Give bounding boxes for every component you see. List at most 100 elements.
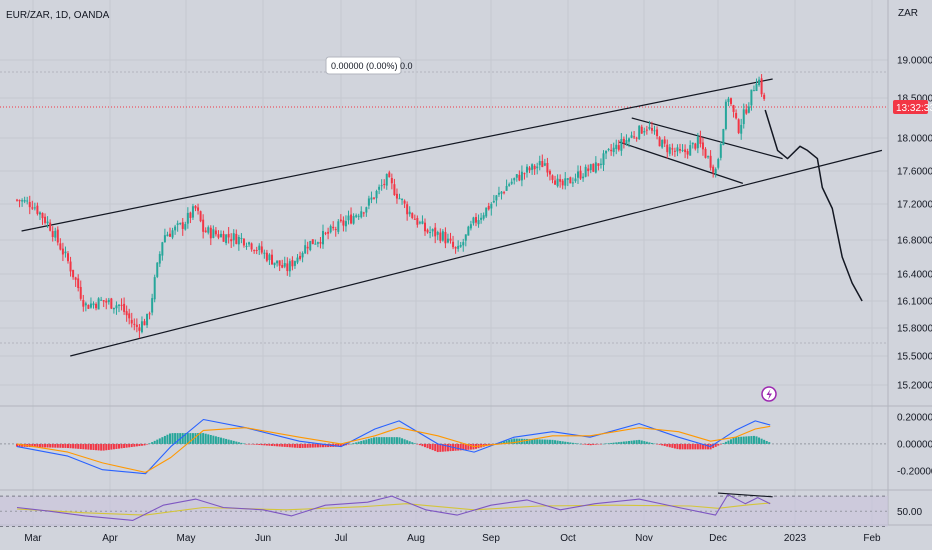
macd-histogram-bar [33,443,36,448]
candle-body [36,205,39,214]
macd-histogram-bar [421,443,424,447]
alert-icon[interactable] [761,386,777,402]
drawing-tools[interactable] [21,78,883,357]
macd-histogram-bar [105,443,108,451]
candle-body [638,125,641,139]
candle-body [273,262,276,266]
candle-body [696,136,699,149]
candle-body [258,245,261,250]
macd-histogram-bar [638,439,641,444]
macd-histogram-bar [663,443,666,447]
macd-histogram-bar [360,440,363,444]
macd-histogram-bar [265,443,268,446]
macd-histogram-bar [222,438,225,444]
macd-histogram-bar [72,443,75,449]
candle-body [490,203,493,209]
macd-histogram-bar [158,438,161,444]
macd-histogram-bar [217,436,220,444]
candle-body [44,216,47,223]
candle-body [301,252,304,258]
candle-body [750,89,753,106]
macd-histogram-bar [610,442,613,444]
candle-body [64,251,67,254]
macd-histogram-bar [424,443,426,448]
macd-histogram-bar [271,443,273,446]
candle-body [322,231,324,245]
candle-body [352,215,355,224]
tooltip-text: 0.00000 (0.00%) 0.0 [331,61,413,71]
symbol-title[interactable]: EUR/ZAR, 1D, OANDA [6,10,110,21]
macd-histogram-bar [268,443,271,446]
candle-body [727,98,730,102]
candle-body [393,184,396,195]
macd-histogram-bar [694,443,697,450]
time-tick-label: Jul [335,533,348,544]
candle-body [446,238,449,243]
candle-body [426,229,429,233]
rsi-divergence-line [717,492,773,498]
macd-histogram-bar [589,443,592,446]
candle-body [263,252,266,254]
macd-histogram-bar [97,443,100,451]
candle-body [140,321,143,333]
macd-histogram-bar [36,443,39,448]
macd-histogram-bar [571,442,574,444]
candle-body [342,220,345,226]
macd-histogram-bar [551,439,554,444]
candle-body [110,298,113,309]
candle-body [747,106,750,113]
macd-histogram-bar [724,441,727,444]
macd-histogram-bar [625,441,628,444]
candle-body [401,199,404,201]
candle-body [128,313,131,319]
macd-histogram-bar [250,443,253,445]
candle-body [112,307,115,310]
macd-histogram-bar [592,443,595,445]
candle-body [531,164,534,170]
candle-body [671,148,674,150]
macd-histogram-bar [416,443,419,445]
candle-body [615,144,618,150]
macd-histogram-bar [135,443,138,447]
candle-body [56,229,59,243]
candle-body [339,219,342,222]
candle-body [373,197,375,199]
macd-histogram-bar [635,440,638,444]
macd-histogram-bar [735,437,738,444]
candle-body [577,171,579,178]
candle-body [67,253,69,262]
macd-histogram-bar [696,443,699,450]
candle-body [225,234,228,244]
candle-body [33,207,36,209]
macd-histogram-bar [102,443,105,451]
candle-body [123,303,126,312]
candle-body [457,245,460,249]
price-tick-label: 18.00000 [897,134,932,145]
macd-histogram-bar [51,443,54,448]
macd-histogram-bar [554,440,557,444]
candle-body [561,180,564,186]
macd-histogram-bar [174,433,177,444]
candle-body [176,223,179,225]
macd-histogram-bar [444,443,447,452]
macd-histogram-bar [679,443,681,450]
macd-panel [0,418,888,475]
candle-body [752,90,755,92]
macd-histogram-bar [612,442,615,444]
candle-body [390,177,393,184]
candle-body [276,260,279,264]
candle-body [497,192,500,195]
candle-body [643,131,646,133]
macd-histogram-bar [645,441,648,444]
macd-histogram-bar [16,443,18,447]
candle-body [54,230,57,238]
macd-histogram-bar [214,436,217,444]
macd-histogram-bar [755,436,758,444]
candle-body [115,305,118,309]
macd-histogram-bar [617,442,620,444]
candle-body [235,233,238,244]
candle-body [668,147,671,154]
macd-histogram-bar [462,443,465,451]
candle-body [186,212,189,224]
